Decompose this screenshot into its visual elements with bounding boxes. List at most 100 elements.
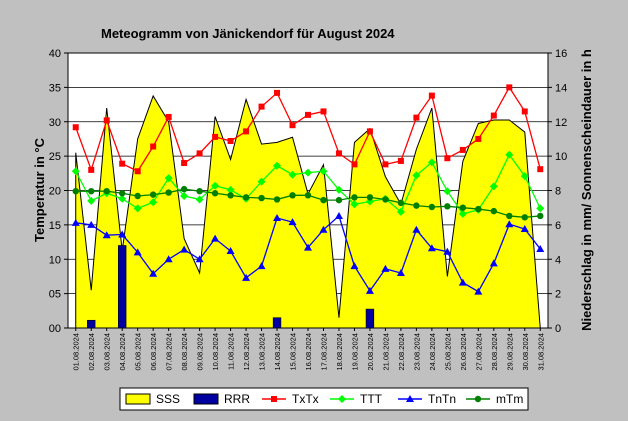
tntn-point xyxy=(87,220,96,228)
chart-title: Meteogramm von Jänickendorf für August 2… xyxy=(101,26,395,41)
y-right-tick-label: 12 xyxy=(555,117,567,129)
txtx-point xyxy=(196,150,203,157)
legend-label-ttt: TTT xyxy=(360,392,383,406)
mtm-point xyxy=(459,204,467,211)
tntn-point xyxy=(350,262,359,270)
ttt-point xyxy=(211,181,220,190)
mtm-point xyxy=(227,192,234,199)
ttt-point xyxy=(458,209,467,218)
y-right-tick-label: 4 xyxy=(555,254,561,266)
y-left-tick-label: 00 xyxy=(49,323,61,335)
x-tick-label: 29.08.2024 xyxy=(505,333,514,371)
legend-label-sss: SSS xyxy=(156,392,180,406)
mtm-point xyxy=(413,202,420,209)
txtx-point xyxy=(537,166,544,173)
tntn-point xyxy=(334,211,343,219)
ttt-point xyxy=(288,170,297,179)
y-axis-right-label: Niederschlag in mm/ Sonnenscheindauer in… xyxy=(579,49,594,331)
mtm-point xyxy=(289,192,296,199)
txtx-point xyxy=(475,135,482,142)
legend-box xyxy=(119,387,529,411)
y-axis-left-label-group: Temperatur in °C xyxy=(32,137,47,242)
x-tick-label: 11.08.2024 xyxy=(227,333,236,370)
mtm-point xyxy=(506,212,513,220)
x-tick-label: 02.08.2024 xyxy=(87,333,96,371)
x-tick-label: 08.08.2024 xyxy=(180,333,189,371)
txtx-point xyxy=(490,112,497,119)
y-left-tick-label: 40 xyxy=(49,48,61,60)
ttt-point xyxy=(412,171,421,180)
mtm-point xyxy=(537,212,544,220)
ttt-point xyxy=(257,177,266,186)
x-tick-label: 06.08.2024 xyxy=(149,333,158,371)
x-tick-label: 26.08.2024 xyxy=(459,333,468,371)
txtx-point xyxy=(320,108,327,115)
txtx-point xyxy=(243,128,250,135)
tntn-point xyxy=(304,243,312,251)
txtx-point xyxy=(521,108,528,115)
tntn-point xyxy=(536,244,545,252)
legend-label-tntn: TnTn xyxy=(428,392,456,406)
x-tick-label: 03.08.2024 xyxy=(103,333,112,371)
ttt-point xyxy=(180,192,189,200)
ttt-point xyxy=(427,158,436,167)
y-left-tick-label: 20 xyxy=(49,186,61,198)
mtm-point xyxy=(382,196,389,203)
rrr-bar xyxy=(365,308,375,329)
ttt-point xyxy=(319,167,328,176)
y-right-tick-label: 0 xyxy=(555,323,561,335)
legend-label-txtx: TxTx xyxy=(292,392,319,406)
rrr-bar xyxy=(87,319,96,329)
x-tick-label: 23.08.2024 xyxy=(412,333,421,371)
txtx-point xyxy=(366,128,373,135)
tntn-point xyxy=(489,259,498,267)
mtm-point xyxy=(103,187,110,195)
txtx-point xyxy=(506,84,513,91)
ttt-point xyxy=(273,161,282,170)
txtx-point xyxy=(428,92,435,99)
mtm-point xyxy=(258,194,265,202)
ttt-point xyxy=(489,182,498,191)
y-right-tick-label: 2 xyxy=(555,289,561,301)
tntn-point xyxy=(412,225,421,233)
mtm-point xyxy=(165,189,172,196)
mtm-point xyxy=(397,199,405,207)
ttt-point xyxy=(520,172,529,181)
tntn-point xyxy=(396,269,405,276)
x-tick-label: 28.08.2024 xyxy=(490,333,499,371)
mtm-point xyxy=(72,187,79,195)
mtm-point xyxy=(211,190,219,197)
legend-marker-ttt xyxy=(338,395,346,403)
tntn-point xyxy=(71,218,80,226)
x-tick-label: 14.08.2024 xyxy=(273,333,282,371)
mtm-point xyxy=(180,185,188,193)
txtx-point xyxy=(459,146,466,153)
tntn-point xyxy=(195,255,204,263)
ttt-point xyxy=(443,187,452,196)
x-tick-label: 17.08.2024 xyxy=(319,333,328,371)
y-axis-right-label-group: Niederschlag in mm/ Sonnenscheindauer in… xyxy=(579,49,594,331)
mtm-point xyxy=(196,187,203,195)
x-tick-label: 12.08.2024 xyxy=(242,333,251,371)
axes: 00 05 10 15 20 25 30 35 40 0 2 4 6 8 10 12 14 16 01.08.202… xyxy=(49,48,568,371)
ttt-point xyxy=(350,200,359,209)
txtx-point xyxy=(444,155,451,162)
y-right-tick-label: 10 xyxy=(555,151,567,163)
tntn-point xyxy=(474,287,483,295)
legend-swatch-rrr xyxy=(193,393,219,405)
mtm-point xyxy=(335,196,343,204)
txtx-point xyxy=(150,143,157,150)
tntn-point xyxy=(226,247,235,254)
mtm-point xyxy=(118,190,126,197)
tntn-point xyxy=(149,269,158,277)
x-tick-label: 04.08.2024 xyxy=(118,333,127,371)
tntn-point xyxy=(443,247,452,255)
tntn-point xyxy=(180,245,189,253)
txtx-point xyxy=(397,157,404,164)
tntn-point xyxy=(319,225,328,233)
tntn-point xyxy=(118,230,127,238)
x-tick-label: 30.08.2024 xyxy=(521,333,530,371)
ttt-point xyxy=(87,196,96,205)
txtx-point xyxy=(181,160,188,166)
